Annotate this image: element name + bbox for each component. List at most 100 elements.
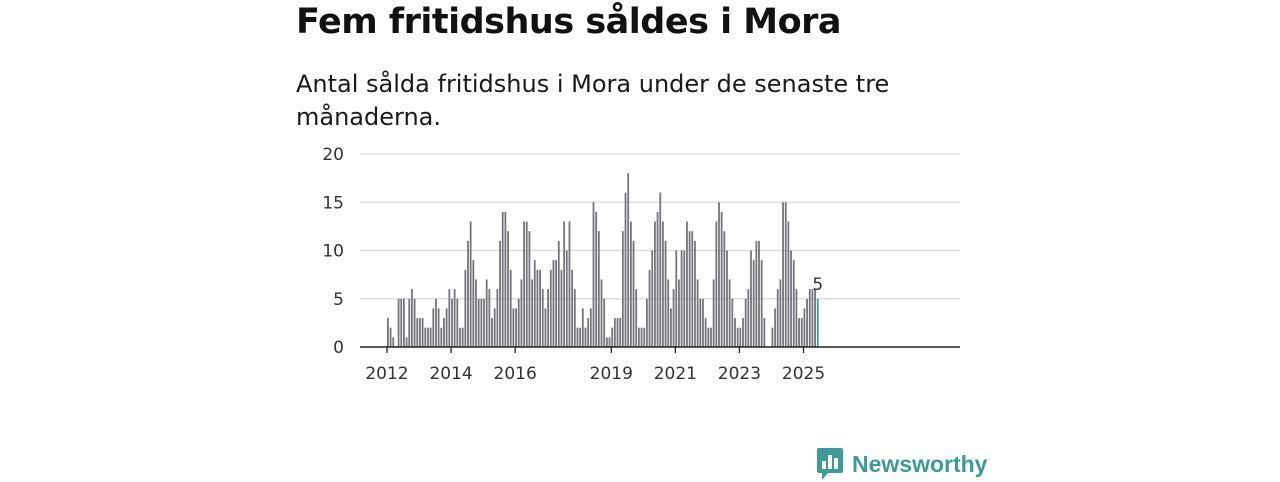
bar [662, 221, 664, 347]
bar [547, 289, 549, 347]
bar [541, 289, 544, 347]
bar [763, 318, 766, 347]
bar [477, 298, 480, 347]
bar [731, 298, 734, 347]
bar [480, 298, 483, 347]
bar [392, 337, 395, 347]
bar [440, 327, 443, 347]
bar-highlight [816, 298, 819, 347]
bar [694, 240, 696, 347]
bar-chart-badge-icon [817, 448, 843, 480]
y-tick-label: 10 [322, 242, 344, 262]
bar [557, 240, 560, 347]
bar [619, 318, 622, 347]
bar [696, 279, 699, 347]
bar [782, 202, 784, 347]
bar [720, 211, 723, 347]
bar [752, 260, 755, 347]
bar [552, 260, 555, 347]
bar [491, 318, 493, 347]
bar [475, 279, 477, 347]
bar [587, 318, 590, 347]
bar [435, 298, 437, 347]
bar [451, 298, 453, 347]
bar [710, 327, 712, 347]
y-tick-label: 15 [322, 193, 344, 213]
bar [416, 318, 419, 347]
bar [555, 260, 558, 347]
chart-card: Fem fritidshus såldes i Mora Antal sålda… [296, 0, 987, 482]
bar [726, 250, 728, 347]
bar [595, 211, 598, 347]
bar [611, 327, 614, 347]
bar [387, 318, 389, 347]
bar [499, 240, 501, 347]
bar [403, 298, 405, 347]
newsworthy-logo[interactable]: Newsworthy [816, 446, 987, 482]
bar [528, 231, 531, 347]
bar [742, 318, 744, 347]
bar [459, 327, 461, 347]
bar [501, 211, 504, 347]
bar [667, 279, 670, 347]
bar [584, 327, 587, 347]
bar [808, 289, 811, 347]
bar [718, 202, 720, 347]
bar [800, 318, 803, 347]
bar [686, 221, 688, 347]
bar [531, 279, 533, 347]
y-tick-label: 0 [333, 338, 344, 358]
bar [539, 269, 541, 347]
bar [707, 327, 710, 347]
bar [774, 308, 776, 347]
bar [533, 260, 536, 347]
bar [536, 269, 539, 347]
bar [760, 260, 763, 347]
y-tick-label: 20 [322, 145, 344, 165]
bar [635, 289, 638, 347]
bar [747, 289, 750, 347]
bar [411, 289, 413, 347]
bar [803, 308, 806, 347]
bar [597, 231, 600, 347]
bar [472, 260, 475, 347]
bar [629, 221, 632, 347]
bar [648, 269, 651, 347]
bar [429, 327, 432, 347]
x-tick-label: 2019 [590, 364, 633, 384]
chart-title: Fem fritidshus såldes i Mora [296, 2, 842, 42]
bar [571, 269, 574, 347]
bar [683, 250, 686, 347]
bar [643, 327, 646, 347]
bar [483, 298, 485, 347]
bar [421, 318, 424, 347]
bar [672, 289, 675, 347]
bar [680, 250, 683, 347]
bar [645, 298, 648, 347]
bar [419, 318, 421, 347]
bar [627, 173, 630, 347]
x-tick-label: 2023 [718, 364, 761, 384]
x-tick-label: 2014 [429, 364, 472, 384]
bar [544, 308, 547, 347]
bar [520, 279, 523, 347]
bar [517, 298, 520, 347]
bar [448, 289, 451, 347]
bar [464, 269, 467, 347]
bar [670, 308, 672, 347]
bar [792, 260, 795, 347]
bar [579, 327, 582, 347]
bar [608, 337, 611, 347]
bar [637, 327, 640, 347]
bar [795, 289, 798, 347]
bar [787, 221, 790, 347]
bar [806, 298, 808, 347]
bar [592, 202, 595, 347]
bar [664, 240, 667, 347]
bar [408, 298, 411, 347]
bar [515, 308, 517, 347]
bar [432, 308, 435, 347]
bar [461, 327, 464, 347]
x-tick-label: 2012 [365, 364, 408, 384]
bar [507, 231, 509, 347]
